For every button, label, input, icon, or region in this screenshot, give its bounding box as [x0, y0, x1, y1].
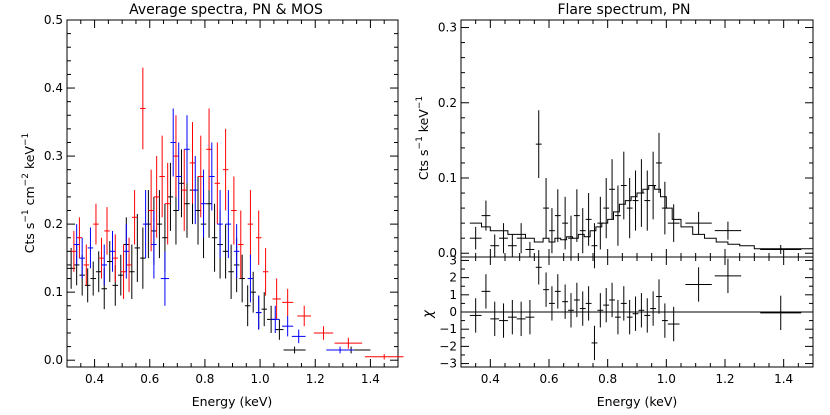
flare-spectrum-ytick-label: 0.3	[438, 21, 457, 35]
average-spectra-series-2	[73, 108, 354, 354]
average-spectra-xtick-label: 1.0	[251, 372, 270, 386]
flare-spectrum-frame	[460, 19, 814, 258]
residuals-panel: 0.4 0.6 0.8 1.0 1.2 1.4 −3 −2 −1 0 1 2 3 Energy (keV…	[421, 250, 814, 409]
average-spectra-xtick-label: 1.4	[361, 372, 380, 386]
average-spectra-xtick-label: 0.6	[140, 372, 159, 386]
residuals-ytick-label: 1	[449, 288, 457, 302]
average-spectra-ytick-label: 0.3	[44, 149, 63, 163]
residuals-axes: 0.4 0.6 0.8 1.0 1.2 1.4 −3 −2 −1 0 1 2 3	[439, 253, 813, 386]
average-spectra-ytick-label: 0.5	[44, 13, 63, 27]
residuals-ytick-label: −2	[439, 339, 457, 353]
average-spectra-panel: Average spectra, PN & MOS 0.4 0.6 0.8 1.0 1.…	[21, 2, 404, 409]
flare-spectrum-model-line	[469, 185, 813, 250]
flare-spectrum-ytick-label: 0.1	[438, 171, 457, 185]
residuals-xtick-label: 1.4	[774, 372, 793, 386]
flare-spectrum-title: Flare spectrum, PN	[557, 2, 690, 18]
average-spectra-axes: 0.4 0.6 0.8 1.0 1.2 1.4 0.0 0.1 0.2 0.3 0.4 0.5	[44, 13, 398, 386]
flare-spectrum-data	[469, 110, 813, 269]
average-spectra-ytick-label: 0.1	[44, 285, 63, 299]
residuals-xlabel: Energy (keV)	[597, 394, 678, 409]
residuals-xtick-label: 0.4	[481, 372, 500, 386]
residuals-ytick-label: 0	[449, 305, 457, 319]
residuals-ytick-label: 2	[449, 271, 457, 285]
average-spectra-xtick-label: 0.8	[195, 372, 214, 386]
average-spectra-data	[67, 67, 404, 360]
flare-spectrum-panel: Flare spectrum, PN 0.0 0.1 0.2 0.3 Cts s−1 …	[415, 2, 814, 269]
average-spectra-ylabel: Cts s−1 cm−2 keV−1	[21, 133, 37, 254]
residuals-xtick-label: 0.8	[598, 372, 617, 386]
average-spectra-series-1	[71, 67, 404, 360]
average-spectra-ytick-label: 0.0	[44, 353, 63, 367]
residuals-ylabel: χ	[421, 309, 436, 319]
flare-spectrum-ytick-label: 0.0	[438, 246, 457, 260]
average-spectra-title: Average spectra, PN & MOS	[129, 2, 323, 18]
residuals-ytick-label: −3	[439, 357, 457, 371]
flare-spectrum-ylabel: Cts s−1 keV−1	[415, 96, 431, 180]
residuals-data	[461, 250, 813, 361]
flare-spectrum-axes: 0.0 0.1 0.2 0.3	[438, 20, 813, 260]
average-spectra-frame	[66, 19, 399, 368]
residuals-xtick-label: 0.6	[539, 372, 558, 386]
average-spectra-xtick-label: 0.4	[85, 372, 104, 386]
average-spectra-ytick-label: 0.2	[44, 217, 63, 231]
average-spectra-xlabel: Energy (keV)	[192, 394, 273, 409]
flare-spectrum-ytick-label: 0.2	[438, 96, 457, 110]
average-spectra-xtick-label: 1.2	[306, 372, 325, 386]
residuals-xtick-label: 1.0	[657, 372, 676, 386]
residuals-ytick-label: 3	[449, 253, 457, 267]
residuals-ytick-label: −1	[439, 322, 457, 336]
residuals-xtick-label: 1.2	[715, 372, 734, 386]
average-spectra-ytick-label: 0.4	[44, 81, 63, 95]
